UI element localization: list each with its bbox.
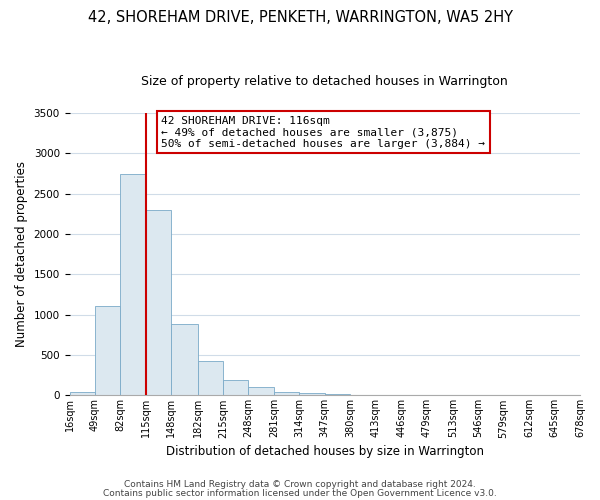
Y-axis label: Number of detached properties: Number of detached properties [15, 161, 28, 347]
Bar [299, 393, 325, 396]
Bar [197, 360, 223, 396]
Text: Contains HM Land Registry data © Crown copyright and database right 2024.: Contains HM Land Registry data © Crown c… [124, 480, 476, 489]
Bar [248, 387, 274, 396]
Bar [172, 324, 197, 396]
Bar [325, 394, 350, 396]
Text: 42 SHOREHAM DRIVE: 116sqm
← 49% of detached houses are smaller (3,875)
50% of se: 42 SHOREHAM DRIVE: 116sqm ← 49% of detac… [161, 116, 485, 149]
Bar [95, 306, 121, 396]
X-axis label: Distribution of detached houses by size in Warrington: Distribution of detached houses by size … [166, 444, 484, 458]
Text: 42, SHOREHAM DRIVE, PENKETH, WARRINGTON, WA5 2HY: 42, SHOREHAM DRIVE, PENKETH, WARRINGTON,… [88, 10, 512, 25]
Bar [350, 394, 376, 396]
Bar [223, 380, 248, 396]
Text: Contains public sector information licensed under the Open Government Licence v3: Contains public sector information licen… [103, 489, 497, 498]
Title: Size of property relative to detached houses in Warrington: Size of property relative to detached ho… [142, 75, 508, 88]
Bar [274, 392, 299, 396]
Bar [121, 174, 146, 396]
Bar [146, 210, 172, 396]
Bar [70, 392, 95, 396]
